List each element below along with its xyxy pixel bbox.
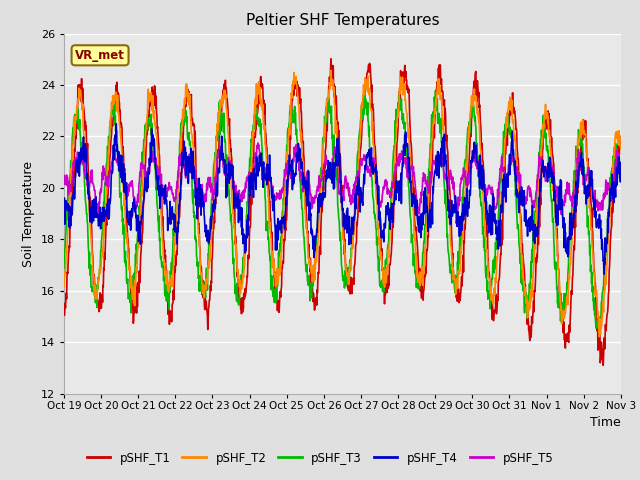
Y-axis label: Soil Temperature: Soil Temperature — [22, 161, 35, 266]
pSHF_T1 — [171, 274, 179, 280]
Line: pSHF_T5: pSHF_T5 — [64, 143, 621, 215]
pSHF_T1 — [221, 83, 228, 89]
pSHF_T5 — [543, 171, 551, 177]
pSHF_T2 — [160, 257, 168, 263]
pSHF_T4 — [171, 228, 179, 234]
pSHF_T1 — [600, 362, 607, 368]
pSHF_T4 — [482, 194, 490, 200]
pSHF_T5 — [617, 178, 625, 184]
pSHF_T3 — [596, 330, 604, 336]
pSHF_T2 — [271, 271, 279, 277]
pSHF_T3 — [60, 265, 68, 271]
pSHF_T2 — [543, 110, 551, 116]
pSHF_T2 — [60, 283, 68, 289]
pSHF_T2 — [171, 235, 179, 240]
pSHF_T2 — [617, 146, 625, 152]
pSHF_T4 — [272, 247, 280, 253]
pSHF_T5 — [254, 140, 262, 146]
pSHF_T5 — [558, 212, 566, 218]
pSHF_T3 — [543, 143, 551, 148]
pSHF_T1 — [327, 56, 335, 62]
pSHF_T3 — [221, 139, 228, 144]
pSHF_T5 — [60, 177, 68, 182]
pSHF_T1 — [617, 137, 625, 143]
Line: pSHF_T4: pSHF_T4 — [64, 124, 621, 274]
Line: pSHF_T3: pSHF_T3 — [64, 91, 621, 333]
pSHF_T3 — [482, 271, 490, 276]
pSHF_T4 — [60, 208, 68, 214]
pSHF_T4 — [617, 163, 625, 168]
pSHF_T3 — [160, 270, 168, 276]
Text: VR_met: VR_met — [75, 49, 125, 62]
pSHF_T4 — [112, 121, 120, 127]
pSHF_T1 — [160, 238, 168, 244]
X-axis label: Time: Time — [590, 416, 621, 429]
Line: pSHF_T2: pSHF_T2 — [64, 70, 621, 337]
Legend: pSHF_T1, pSHF_T2, pSHF_T3, pSHF_T4, pSHF_T5: pSHF_T1, pSHF_T2, pSHF_T3, pSHF_T4, pSHF… — [82, 447, 558, 469]
pSHF_T3 — [271, 300, 279, 305]
pSHF_T1 — [482, 212, 490, 218]
pSHF_T1 — [543, 124, 551, 130]
pSHF_T2 — [482, 237, 490, 242]
pSHF_T3 — [617, 171, 625, 177]
pSHF_T4 — [221, 170, 229, 176]
pSHF_T3 — [171, 233, 179, 239]
pSHF_T1 — [271, 269, 279, 275]
Line: pSHF_T1: pSHF_T1 — [64, 59, 621, 365]
pSHF_T2 — [596, 334, 604, 340]
pSHF_T4 — [543, 179, 551, 185]
pSHF_T5 — [160, 192, 168, 198]
pSHF_T2 — [221, 92, 228, 97]
pSHF_T4 — [161, 201, 168, 206]
pSHF_T3 — [431, 88, 439, 94]
pSHF_T5 — [482, 192, 490, 198]
pSHF_T4 — [600, 271, 608, 277]
pSHF_T5 — [272, 194, 280, 200]
pSHF_T2 — [327, 67, 335, 73]
pSHF_T5 — [221, 172, 228, 178]
pSHF_T1 — [60, 300, 68, 306]
Title: Peltier SHF Temperatures: Peltier SHF Temperatures — [246, 13, 439, 28]
pSHF_T5 — [171, 199, 179, 204]
